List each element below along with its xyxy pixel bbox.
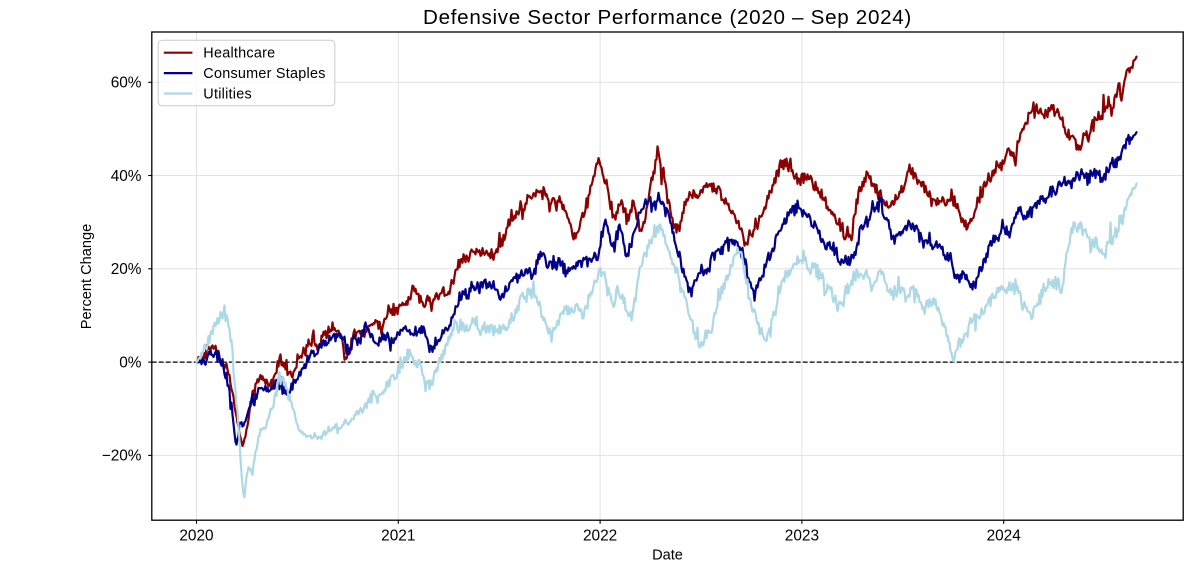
svg-text:2022: 2022 xyxy=(583,528,617,545)
svg-text:60%: 60% xyxy=(111,75,142,92)
svg-text:2023: 2023 xyxy=(785,528,819,545)
svg-text:−20%: −20% xyxy=(102,448,142,465)
svg-text:Utilities: Utilities xyxy=(203,87,252,103)
svg-text:2020: 2020 xyxy=(179,528,213,545)
svg-text:0%: 0% xyxy=(119,354,142,371)
svg-text:Defensive Sector Performance (: Defensive Sector Performance (2020 – Sep… xyxy=(423,6,912,29)
svg-text:Consumer Staples: Consumer Staples xyxy=(203,66,325,82)
svg-text:40%: 40% xyxy=(111,168,142,185)
svg-text:20%: 20% xyxy=(111,261,142,278)
svg-text:Date: Date xyxy=(652,548,683,563)
svg-text:Percent Change: Percent Change xyxy=(79,224,95,329)
svg-text:2021: 2021 xyxy=(381,528,415,545)
svg-text:Healthcare: Healthcare xyxy=(203,46,275,62)
svg-text:2024: 2024 xyxy=(987,528,1022,545)
